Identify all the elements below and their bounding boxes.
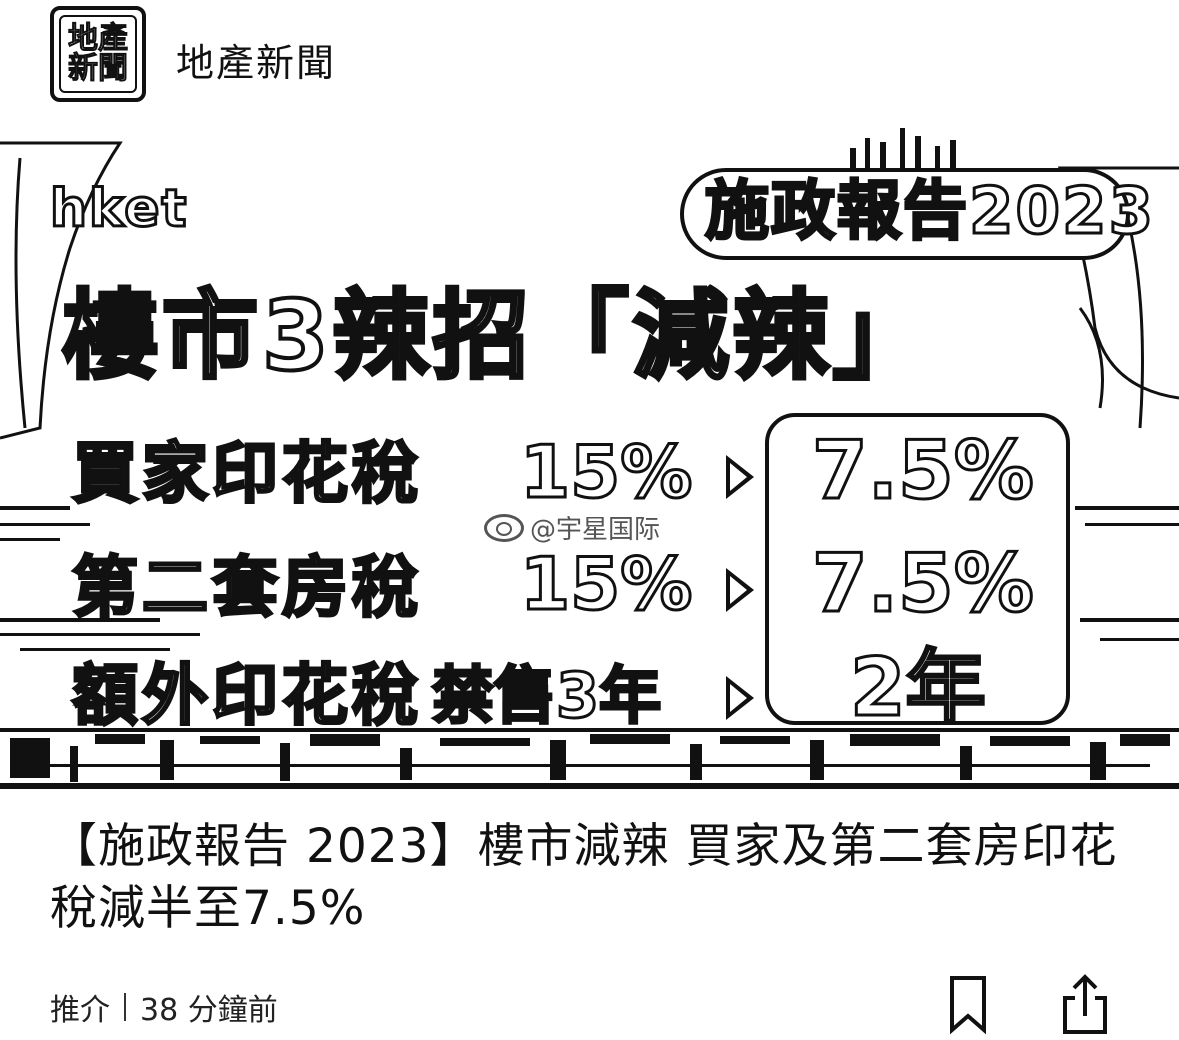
source-logo-icon[interactable]: 地 產 新 聞 — [50, 6, 146, 102]
row-new-value: 7.5% — [812, 544, 1034, 624]
banner-text: 施政報告2023 — [705, 180, 1155, 244]
weibo-icon — [484, 514, 524, 542]
watermark-text: @宇星国际 — [530, 509, 660, 546]
row-new-value: 7.5% — [812, 431, 1034, 511]
share-icon — [1055, 972, 1115, 1036]
row-label: 第二套房稅 — [72, 555, 422, 621]
logo-char: 地 — [68, 24, 98, 54]
arrow-right-icon — [726, 676, 754, 720]
row-new-value: 2年 — [850, 648, 986, 728]
watermark: @宇星国际 — [484, 509, 660, 546]
logo-char: 新 — [68, 54, 98, 84]
article-meta: 推介 38 分鐘前 — [50, 985, 278, 1029]
row-old-value: 15% — [520, 436, 692, 508]
article-time: 38 分鐘前 — [140, 985, 278, 1029]
bookmark-icon — [938, 972, 998, 1036]
article-thumbnail[interactable]: hket 施政報告2023 樓市3辣招「減辣」 買家印花稅 15% 7.5% 第… — [0, 128, 1179, 793]
arrow-right-icon — [726, 568, 754, 612]
arrow-right-icon — [726, 455, 754, 499]
row-old-value: 禁售3年 — [432, 665, 661, 727]
article-title[interactable]: 【施政報告 2023】樓市減辣 買家及第二套房印花稅減半至7.5% — [50, 816, 1140, 940]
article-tag: 推介 — [50, 985, 110, 1029]
source-header: 地 產 新 聞 地產新聞 — [0, 0, 1179, 115]
share-button[interactable] — [1055, 972, 1115, 1036]
logo-char: 產 — [98, 24, 128, 54]
thumbnail-brand: hket — [50, 183, 188, 235]
thumbnail-headline: 樓市3辣招「減辣」 — [62, 288, 933, 384]
logo-char: 聞 — [98, 54, 128, 84]
row-old-value: 15% — [520, 548, 692, 620]
meta-divider — [124, 993, 126, 1021]
source-name[interactable]: 地產新聞 — [176, 32, 336, 87]
row-label: 額外印花稅 — [72, 663, 422, 729]
row-label: 買家印花稅 — [72, 441, 422, 507]
bookmark-button[interactable] — [938, 972, 998, 1036]
